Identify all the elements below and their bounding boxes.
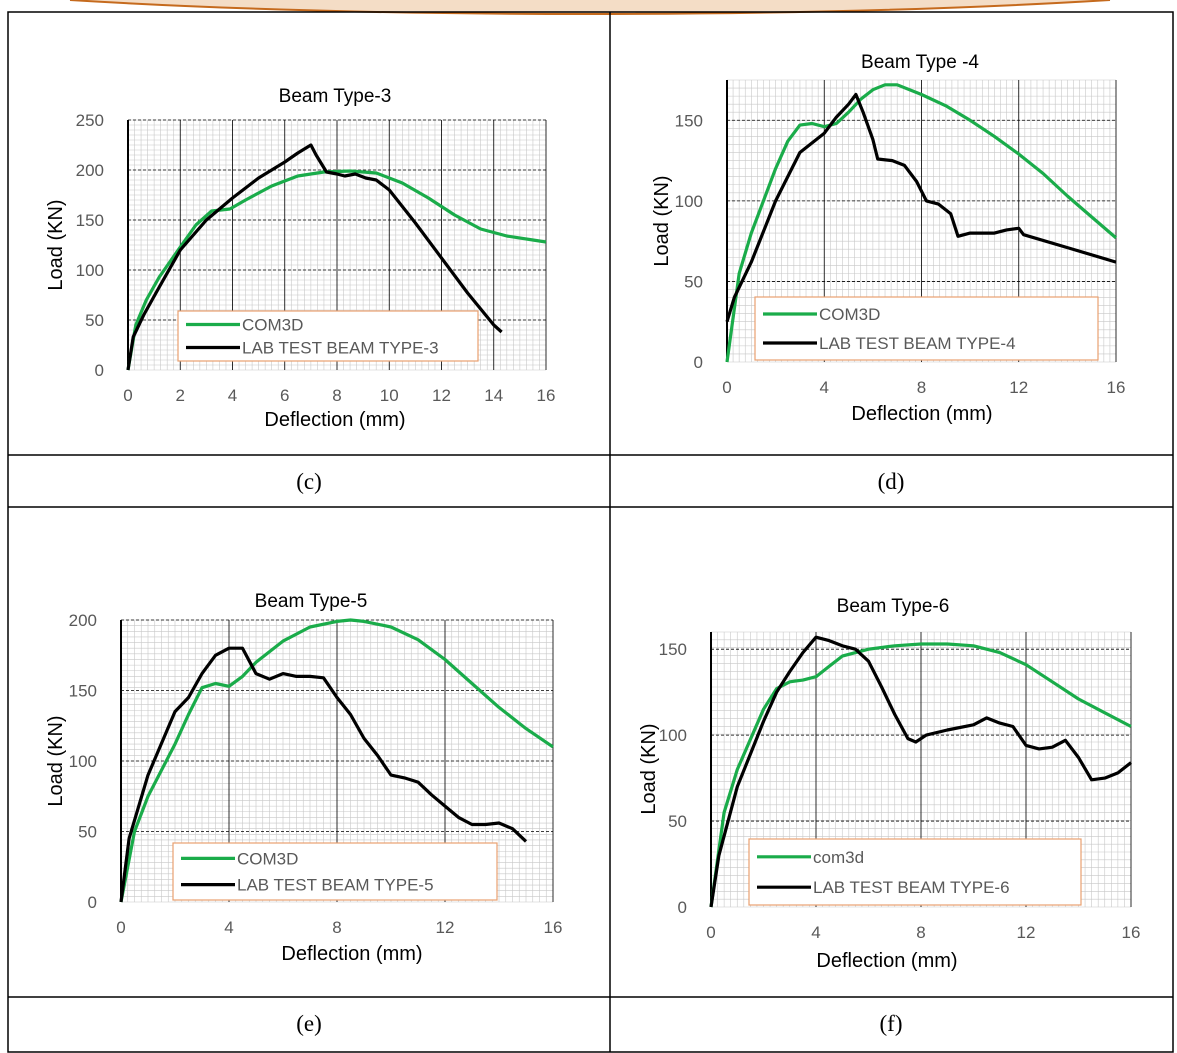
x-tick-label: 4 [224,918,233,937]
y-tick-label: 100 [76,261,104,280]
x-tick-label: 12 [436,918,455,937]
series-line-lab-test [725,92,1117,323]
table-grid [7,11,1174,1053]
caption-f: (f) [880,1011,903,1036]
y-tick-label: 50 [684,272,703,291]
x-tick-label: 0 [706,923,715,942]
legend-box [754,296,1099,361]
x-axis-title: Deflection (mm) [281,943,422,965]
x-tick-label: 8 [916,923,925,942]
legend-label: LAB TEST BEAM TYPE-3 [242,339,439,358]
legend-label: COM3D [242,316,303,335]
y-tick-label: 100 [69,752,97,771]
x-tick-label: 0 [116,918,125,937]
y-tick-label: 50 [78,823,97,842]
legend: COM3D LAB TEST BEAM TYPE-3 [177,310,479,362]
y-axis-title: Load (KN) [45,715,67,806]
legend-box [748,838,1082,906]
legend-label: LAB TEST BEAM TYPE-4 [819,334,1016,353]
x-tick-label: 12 [1017,923,1036,942]
x-tick-label: 8 [332,386,341,405]
y-tick-label: 0 [694,353,703,372]
legend: COM3D LAB TEST BEAM TYPE-4 [754,296,1099,361]
x-tick-label: 16 [544,918,563,937]
legend: COM3D LAB TEST BEAM TYPE-5 [172,842,498,901]
x-axis-title: Deflection (mm) [264,409,405,431]
x-tick-label: 4 [811,923,820,942]
y-tick-label: 100 [675,192,703,211]
x-tick-label: 10 [380,386,399,405]
legend-label: COM3D [237,849,298,868]
x-tick-label: 0 [123,386,132,405]
x-tick-label: 16 [1122,923,1141,942]
legend-box [177,310,479,362]
y-tick-label: 150 [69,682,97,701]
caption-d: (d) [878,469,905,494]
x-tick-label: 0 [722,378,731,397]
legend-label: LAB TEST BEAM TYPE-6 [813,878,1010,897]
legend-box [172,842,498,901]
x-tick-label: 6 [280,386,289,405]
x-tick-label: 12 [1009,378,1028,397]
y-tick-label: 200 [69,611,97,630]
y-axis-title: Load (KN) [45,199,67,290]
series-line-com3d [119,618,554,903]
x-tick-label: 8 [332,918,341,937]
top-decoration [69,0,1111,16]
x-tick-label: 12 [432,386,451,405]
legend-label: COM3D [819,305,880,324]
y-tick-label: 50 [668,812,687,831]
legend-label: LAB TEST BEAM TYPE-5 [237,876,434,895]
x-tick-label: 4 [820,378,829,397]
y-tick-label: 250 [76,111,104,130]
x-tick-label: 16 [537,386,556,405]
chart-title: Beam Type-3 [279,86,392,107]
legend-label: com3d [813,848,864,867]
series-line-lab-test [709,635,1132,908]
y-tick-label: 150 [675,111,703,130]
x-axis-title: Deflection (mm) [851,403,992,425]
y-tick-label: 50 [85,311,104,330]
series-line-com3d [709,642,1132,908]
x-tick-label: 4 [228,386,237,405]
caption-c: (c) [296,469,322,494]
x-tick-label: 8 [917,378,926,397]
y-axis-title: Load (KN) [638,723,660,814]
y-tick-label: 0 [88,893,97,912]
x-tick-label: 14 [484,386,503,405]
caption-e: (e) [296,1011,322,1036]
legend: com3d LAB TEST BEAM TYPE-6 [748,838,1082,906]
y-axis-title: Load (KN) [651,175,673,266]
series-line-lab-test [119,646,528,903]
series-line-lab-test [126,143,503,371]
y-tick-label: 200 [76,161,104,180]
x-tick-label: 2 [176,386,185,405]
series-line-com3d [725,83,1118,363]
x-tick-label: 16 [1107,378,1126,397]
series-line-com3d [126,169,547,371]
chart-title: Beam Type -4 [861,52,979,73]
y-tick-label: 0 [678,898,687,917]
y-tick-label: 150 [76,211,104,230]
x-axis-title: Deflection (mm) [816,950,957,972]
y-tick-label: 100 [659,726,687,745]
y-tick-label: 0 [95,361,104,380]
y-tick-label: 150 [659,640,687,659]
chart-title: Beam Type-6 [837,596,950,617]
chart-title: Beam Type-5 [255,591,368,612]
